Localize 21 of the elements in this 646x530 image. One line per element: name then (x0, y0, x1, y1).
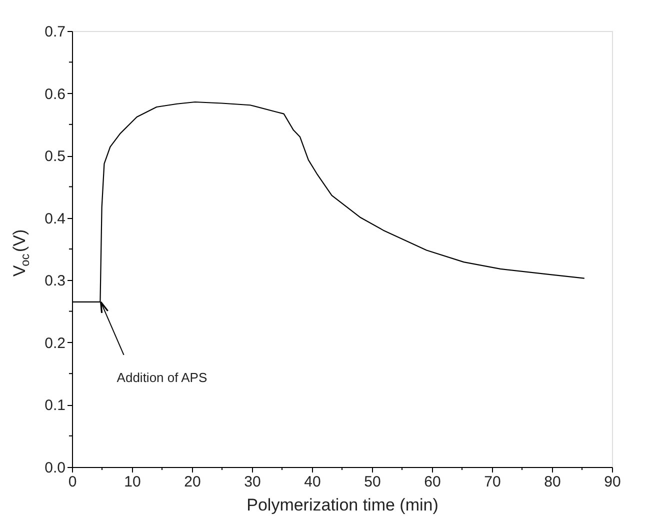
y-tick-label: 0.6 (44, 86, 66, 103)
x-tick-label: 30 (244, 474, 261, 490)
x-tick-label: 20 (184, 474, 201, 490)
y-tick-label: 0.5 (44, 148, 66, 166)
y-tick-label: 0.4 (44, 210, 66, 228)
x-axis-title: Polymerization time (min) (246, 496, 438, 514)
x-tick-label: 70 (484, 474, 501, 490)
annotation: Addition of APS (116, 370, 208, 385)
y-tick-label: 0.7 (44, 24, 66, 40)
x-tick-label: 50 (364, 474, 381, 490)
y-tick-label: 0.3 (44, 272, 66, 290)
x-tick-label: 80 (544, 474, 561, 490)
x-tick-label: 40 (304, 474, 321, 490)
y-tick-label: 0.0 (44, 460, 66, 476)
x-tick-label: 10 (124, 474, 141, 490)
y-tick-label: 0.2 (44, 334, 66, 352)
x-tick-label: 0 (68, 474, 77, 490)
x-tick-label: 90 (604, 474, 621, 490)
y-tick-label: 0.1 (44, 397, 66, 414)
x-tick-label: 60 (424, 474, 441, 490)
y-axis-title: Voc(V) (10, 229, 32, 277)
